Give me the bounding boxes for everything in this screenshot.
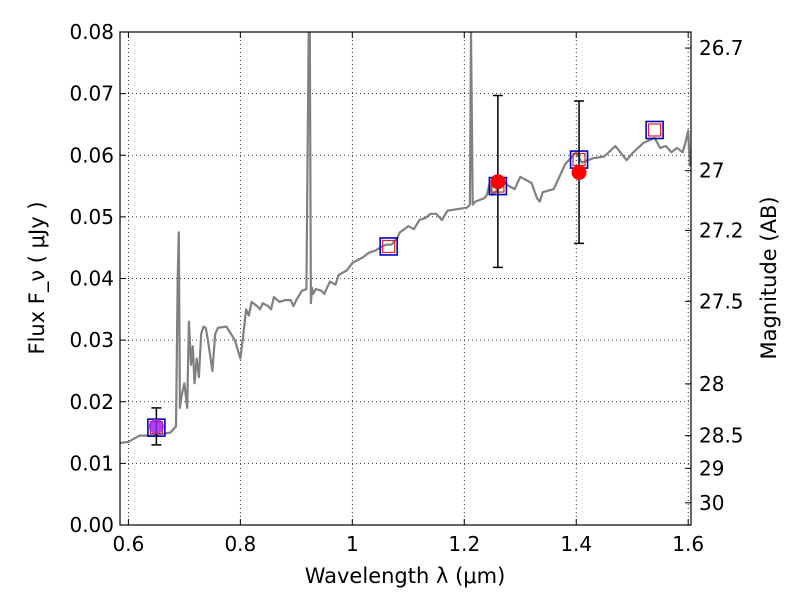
observed-point [490, 174, 506, 190]
y2-tick-label: 26.7 [699, 36, 744, 60]
model-square-outer [645, 120, 664, 140]
observed-point [148, 418, 164, 434]
y-axis-label: Flux F_ν ( μJy ) [25, 201, 50, 354]
y-tick-label: 0.00 [69, 513, 114, 537]
y-tick-label: 0.03 [69, 328, 114, 352]
model-square-inner [382, 239, 396, 254]
x-tick-label: 1.6 [672, 532, 704, 556]
model-square-inner [648, 123, 662, 137]
y2-tick-label: 27 [699, 159, 724, 183]
y2-tick-label: 28.5 [699, 424, 744, 448]
y-axis: 0.00 0.01 0.02 0.03 0.04 0.05 0.06 0.07 0.08 [69, 20, 126, 537]
y2-tick-label: 29 [699, 456, 724, 480]
y2-axis: 26.7 27 27.2 27.5 28 28.5 29 30 [685, 36, 744, 515]
y-tick-label: 0.02 [69, 390, 114, 414]
x-tick-label: 1.4 [560, 532, 592, 556]
y-tick-label: 0.04 [69, 267, 114, 291]
x-tick-label: 0.6 [112, 532, 144, 556]
x-axis-label: Wavelength λ (μm) [305, 564, 506, 588]
y-tick-label: 0.06 [69, 143, 114, 167]
y2-tick-label: 28 [699, 372, 724, 396]
observed-point [571, 165, 587, 181]
y2-tick-label: 30 [699, 491, 724, 515]
x-tick-label: 0.8 [224, 532, 256, 556]
model-square-outer [379, 237, 399, 256]
y2-axis-label: Magnitude (AB) [757, 196, 781, 359]
y-tick-label: 0.01 [69, 451, 114, 475]
x-axis: 0.6 0.8 1 1.2 1.4 1.6 [112, 32, 704, 556]
spectrum-line [120, 32, 691, 445]
x-tick-label: 1 [346, 532, 359, 556]
plot-area [120, 32, 691, 446]
y-tick-label: 0.05 [69, 205, 114, 229]
y-tick-label: 0.07 [69, 82, 114, 106]
x-tick-label: 1.2 [448, 532, 480, 556]
y2-tick-label: 27.5 [699, 289, 744, 313]
plot-background [120, 32, 691, 525]
y-tick-label: 0.08 [69, 20, 114, 44]
y2-tick-label: 27.2 [699, 218, 744, 242]
